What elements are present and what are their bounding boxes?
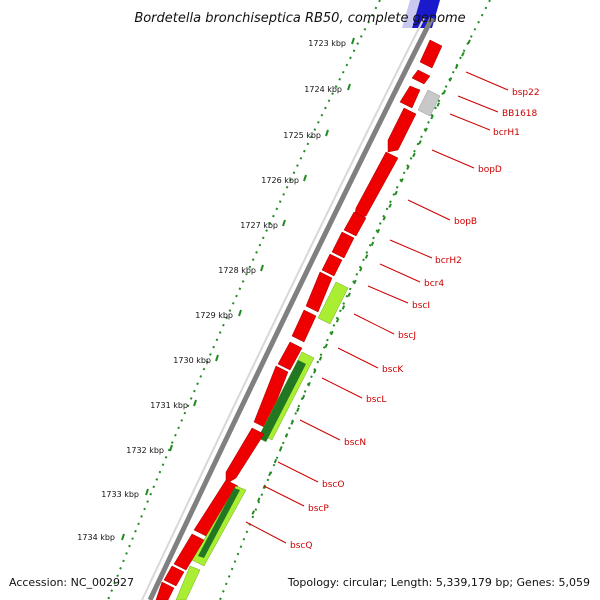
gene-label-bsck[interactable]: bscK xyxy=(382,365,404,375)
kbp-label: 1725 kbp xyxy=(283,131,321,140)
gene-label-bscj[interactable]: bscJ xyxy=(398,331,416,341)
gene-label-bopd[interactable]: bopD xyxy=(478,165,502,175)
top-feature-shadow xyxy=(402,0,420,28)
scale-tick: 1731 kbp xyxy=(150,399,197,410)
gene-arrow-extra-3[interactable] xyxy=(155,581,175,600)
kbp-label: 1724 kbp xyxy=(304,85,342,94)
gene-label-bsco[interactable]: bscO xyxy=(322,480,344,490)
gene-arrow-bsci-red[interactable] xyxy=(305,271,333,313)
leader-bb1618 xyxy=(457,95,499,113)
kbp-label: 1734 kbp xyxy=(77,533,115,542)
gene-arrow-bopb[interactable] xyxy=(343,211,367,237)
leader-bscq xyxy=(245,521,287,544)
scale-tick: 1724 kbp xyxy=(304,83,351,94)
gene-label-bsci[interactable]: bscI xyxy=(412,301,430,311)
gene-label-bcr4[interactable]: bcr4 xyxy=(424,279,444,289)
gene-arrow-bb1618-red[interactable] xyxy=(399,85,421,109)
gene-label-bcrh2[interactable]: bcrH2 xyxy=(435,256,462,266)
accession-text: Accession: NC_002927 xyxy=(9,576,134,589)
scale-tick: 1729 kbp xyxy=(195,309,242,320)
leader-bopb xyxy=(407,199,451,221)
leader-bscn xyxy=(299,419,341,441)
gene-arrow-bb1618[interactable] xyxy=(417,89,441,117)
kbp-label: 1732 kbp xyxy=(126,446,164,455)
scale-tick: 1725 kbp xyxy=(283,129,329,140)
kbp-label: 1728 kbp xyxy=(218,266,256,275)
gene-labels: bsp22 BB1618 bcrH1 bopD bopB bcrH2 bcr4 … xyxy=(290,88,540,551)
gene-arrow-bscn-dark[interactable] xyxy=(258,360,306,442)
kbp-label: 1727 kbp xyxy=(240,221,278,230)
leader-bsco xyxy=(277,461,319,483)
gene-leaders xyxy=(245,71,509,544)
leader-bscl xyxy=(321,377,363,399)
scale-tick: 1727 kbp xyxy=(240,219,286,230)
leader-bsci xyxy=(367,285,409,304)
leader-bsp22 xyxy=(465,71,509,91)
gene-label-bb1618[interactable]: BB1618 xyxy=(502,109,538,119)
genome-summary-text: Topology: circular; Length: 5,339,179 bp… xyxy=(287,576,590,589)
gene-arrow-bcr4[interactable] xyxy=(321,253,343,277)
gene-arrow-bsp22-b[interactable] xyxy=(411,69,431,85)
scale-tick: 1726 kbp xyxy=(261,174,307,185)
scale-tick: 1730 kbp xyxy=(173,354,219,365)
kbp-label: 1733 kbp xyxy=(101,490,139,499)
leader-bcrh1 xyxy=(449,113,491,131)
scale-tick: 1734 kbp xyxy=(77,533,125,542)
gene-arrow-extra-1[interactable] xyxy=(173,533,205,571)
gene-arrow-bcrh2[interactable] xyxy=(331,231,355,259)
gene-arrow-bscj[interactable] xyxy=(291,309,317,343)
gene-arrow-bsci[interactable] xyxy=(317,281,349,325)
backbone-highlight xyxy=(141,17,425,600)
gene-label-bscn[interactable]: bscN xyxy=(344,438,366,448)
gene-arrow-bsp22[interactable] xyxy=(419,39,443,69)
scale-tick: 1733 kbp xyxy=(101,488,149,499)
gene-label-bsp22[interactable]: bsp22 xyxy=(512,88,540,98)
leader-bcrh2 xyxy=(389,239,433,259)
gene-label-bscl[interactable]: bscL xyxy=(366,395,386,405)
scale-tick: 1728 kbp xyxy=(218,264,264,275)
kbp-label: 1729 kbp xyxy=(195,311,233,320)
leader-bscj xyxy=(353,313,395,335)
leader-bsck xyxy=(337,347,379,369)
gene-arrow-bcrh1[interactable] xyxy=(387,107,417,153)
gene-arrows xyxy=(155,39,443,600)
gene-arrow-bsck[interactable] xyxy=(277,341,303,371)
gene-arrow-bsco[interactable] xyxy=(225,427,265,485)
kbp-label: 1731 kbp xyxy=(150,401,188,410)
gene-label-bscp[interactable]: bscP xyxy=(308,504,329,514)
scale-ticks: 1723 kbp 1724 kbp 1725 kbp 1726 kbp 1727… xyxy=(77,37,355,542)
kbp-label: 1723 kbp xyxy=(308,39,346,48)
backbone-ring xyxy=(147,16,435,600)
map-title: Bordetella bronchiseptica RB50, complete… xyxy=(134,11,465,26)
leader-bscp xyxy=(263,485,305,507)
gene-arrow-extra-green[interactable] xyxy=(175,565,201,600)
leader-bcr4 xyxy=(379,263,421,283)
scale-tick: 1732 kbp xyxy=(126,444,173,455)
gene-label-bcrh1[interactable]: bcrH1 xyxy=(493,128,520,138)
scale-tick: 1723 kbp xyxy=(308,37,355,48)
gene-label-bscq[interactable]: bscQ xyxy=(290,541,312,551)
leader-bopd xyxy=(431,149,475,169)
gene-label-bopb[interactable]: bopB xyxy=(454,217,477,227)
kbp-label: 1726 kbp xyxy=(261,176,299,185)
inner-dotted-track xyxy=(219,0,491,600)
kbp-label: 1730 kbp xyxy=(173,356,211,365)
gene-arrow-bscq-dark[interactable] xyxy=(198,488,240,558)
gene-arrow-extra-2[interactable] xyxy=(163,565,185,587)
